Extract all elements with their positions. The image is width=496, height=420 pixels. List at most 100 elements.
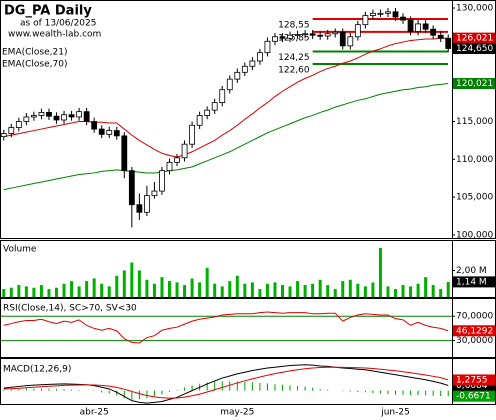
candle-body bbox=[407, 19, 414, 32]
candle-body bbox=[68, 114, 75, 118]
candle-body bbox=[437, 34, 444, 39]
histogram-bar bbox=[108, 390, 110, 394]
candle-body bbox=[121, 135, 128, 172]
site: www.wealth-lab.com bbox=[8, 30, 101, 40]
histogram-bar bbox=[214, 381, 216, 391]
histogram-bar bbox=[402, 390, 404, 395]
volume-bar bbox=[235, 275, 239, 297]
volume-bar bbox=[424, 277, 428, 297]
level-label: 124,25 bbox=[278, 53, 310, 63]
volume-bar bbox=[107, 286, 111, 297]
candle-body bbox=[309, 33, 316, 36]
candle-body bbox=[385, 11, 391, 14]
volume-bar bbox=[394, 289, 397, 297]
candle-body bbox=[241, 65, 248, 73]
candle-body bbox=[430, 28, 437, 36]
last-value-label: 46,1292 bbox=[456, 326, 493, 336]
histogram-bar bbox=[40, 388, 42, 391]
histogram-bar bbox=[304, 386, 306, 391]
volume-bar bbox=[258, 289, 262, 297]
candle-body bbox=[256, 52, 263, 62]
y-tick-label: 70,0000 bbox=[456, 312, 493, 322]
volume-bar bbox=[39, 285, 43, 297]
candle-body bbox=[98, 128, 105, 135]
last-value-box bbox=[453, 42, 495, 54]
histogram-bar bbox=[395, 390, 396, 395]
volume-bar bbox=[296, 281, 300, 297]
chart-title: DG_PA Daily bbox=[4, 4, 92, 19]
volume-bar bbox=[190, 278, 194, 297]
volume-bar bbox=[416, 283, 420, 297]
candle-body bbox=[339, 31, 346, 47]
last-value-box bbox=[453, 276, 495, 288]
candle-body bbox=[332, 31, 339, 35]
volume-bar bbox=[348, 279, 352, 297]
candle-body bbox=[287, 34, 293, 39]
candle-body bbox=[264, 40, 271, 54]
x-tick-label: may-25 bbox=[220, 408, 254, 418]
candle-body bbox=[0, 133, 7, 138]
candle-body bbox=[294, 34, 301, 36]
volume-bar bbox=[70, 281, 74, 297]
volume-bar bbox=[273, 282, 277, 297]
volume-bar bbox=[122, 270, 126, 297]
histogram-bar bbox=[138, 390, 140, 400]
ema-line bbox=[3, 83, 449, 191]
histogram-bar bbox=[357, 390, 359, 393]
ema-line bbox=[3, 37, 449, 158]
panel-title: RSI(Close,14), SC>70, SV<30 bbox=[3, 304, 137, 314]
volume-bar bbox=[24, 286, 28, 297]
macd-line bbox=[3, 366, 449, 399]
last-value-label: 1,14 M bbox=[456, 277, 487, 287]
histogram-bar bbox=[169, 390, 170, 392]
histogram-bar bbox=[266, 383, 268, 391]
candle-body bbox=[324, 33, 331, 37]
candle-body bbox=[400, 16, 406, 21]
histogram-bar bbox=[440, 390, 442, 397]
last-value-box bbox=[453, 380, 495, 392]
volume-bar bbox=[160, 277, 164, 297]
last-value-label: -0,6671 bbox=[456, 392, 491, 402]
candle-body bbox=[377, 12, 384, 15]
candle-body bbox=[196, 115, 203, 126]
volume-bar bbox=[288, 286, 292, 297]
volume-bar bbox=[363, 286, 367, 297]
last-value-box bbox=[453, 78, 495, 90]
candle-body bbox=[272, 36, 278, 42]
histogram-bar bbox=[372, 390, 374, 394]
candle-body bbox=[76, 111, 82, 118]
y-tick-label: 2,00 M bbox=[456, 266, 487, 276]
volume-bar bbox=[85, 281, 89, 297]
candle-body bbox=[8, 127, 15, 135]
candle-body bbox=[302, 33, 309, 36]
last-value-label: 120,021 bbox=[456, 79, 493, 89]
volume-bar bbox=[77, 286, 81, 297]
candle-body bbox=[392, 11, 399, 18]
candle-body bbox=[143, 195, 150, 213]
histogram-bar bbox=[259, 382, 261, 391]
volume-bar bbox=[168, 281, 171, 297]
candle-body bbox=[136, 204, 143, 213]
histogram-bar bbox=[146, 390, 148, 399]
histogram-bar bbox=[25, 388, 27, 391]
volume-bar bbox=[183, 285, 187, 297]
volume-bar bbox=[356, 283, 360, 297]
volume-bar bbox=[431, 285, 435, 297]
last-value-box bbox=[453, 32, 495, 44]
last-value-label: 124,650 bbox=[456, 44, 493, 54]
candle-body bbox=[249, 60, 256, 67]
last-value-label: 1,2755 bbox=[456, 375, 488, 385]
volume-bar bbox=[318, 279, 322, 297]
level-label: 128,55 bbox=[278, 20, 310, 30]
volume-bar bbox=[250, 282, 254, 297]
volume-bar bbox=[311, 283, 315, 297]
histogram-bar bbox=[184, 387, 186, 391]
histogram-bar bbox=[48, 388, 50, 391]
volume-bar bbox=[152, 283, 156, 297]
chart-subtitle: as of 13/06/2025 bbox=[20, 19, 96, 29]
histogram-bar bbox=[101, 390, 103, 393]
candle-body bbox=[362, 15, 369, 26]
histogram-bar bbox=[327, 389, 329, 391]
legend-entry: EMA(Close,70) bbox=[2, 60, 67, 70]
histogram-bar bbox=[379, 390, 381, 394]
